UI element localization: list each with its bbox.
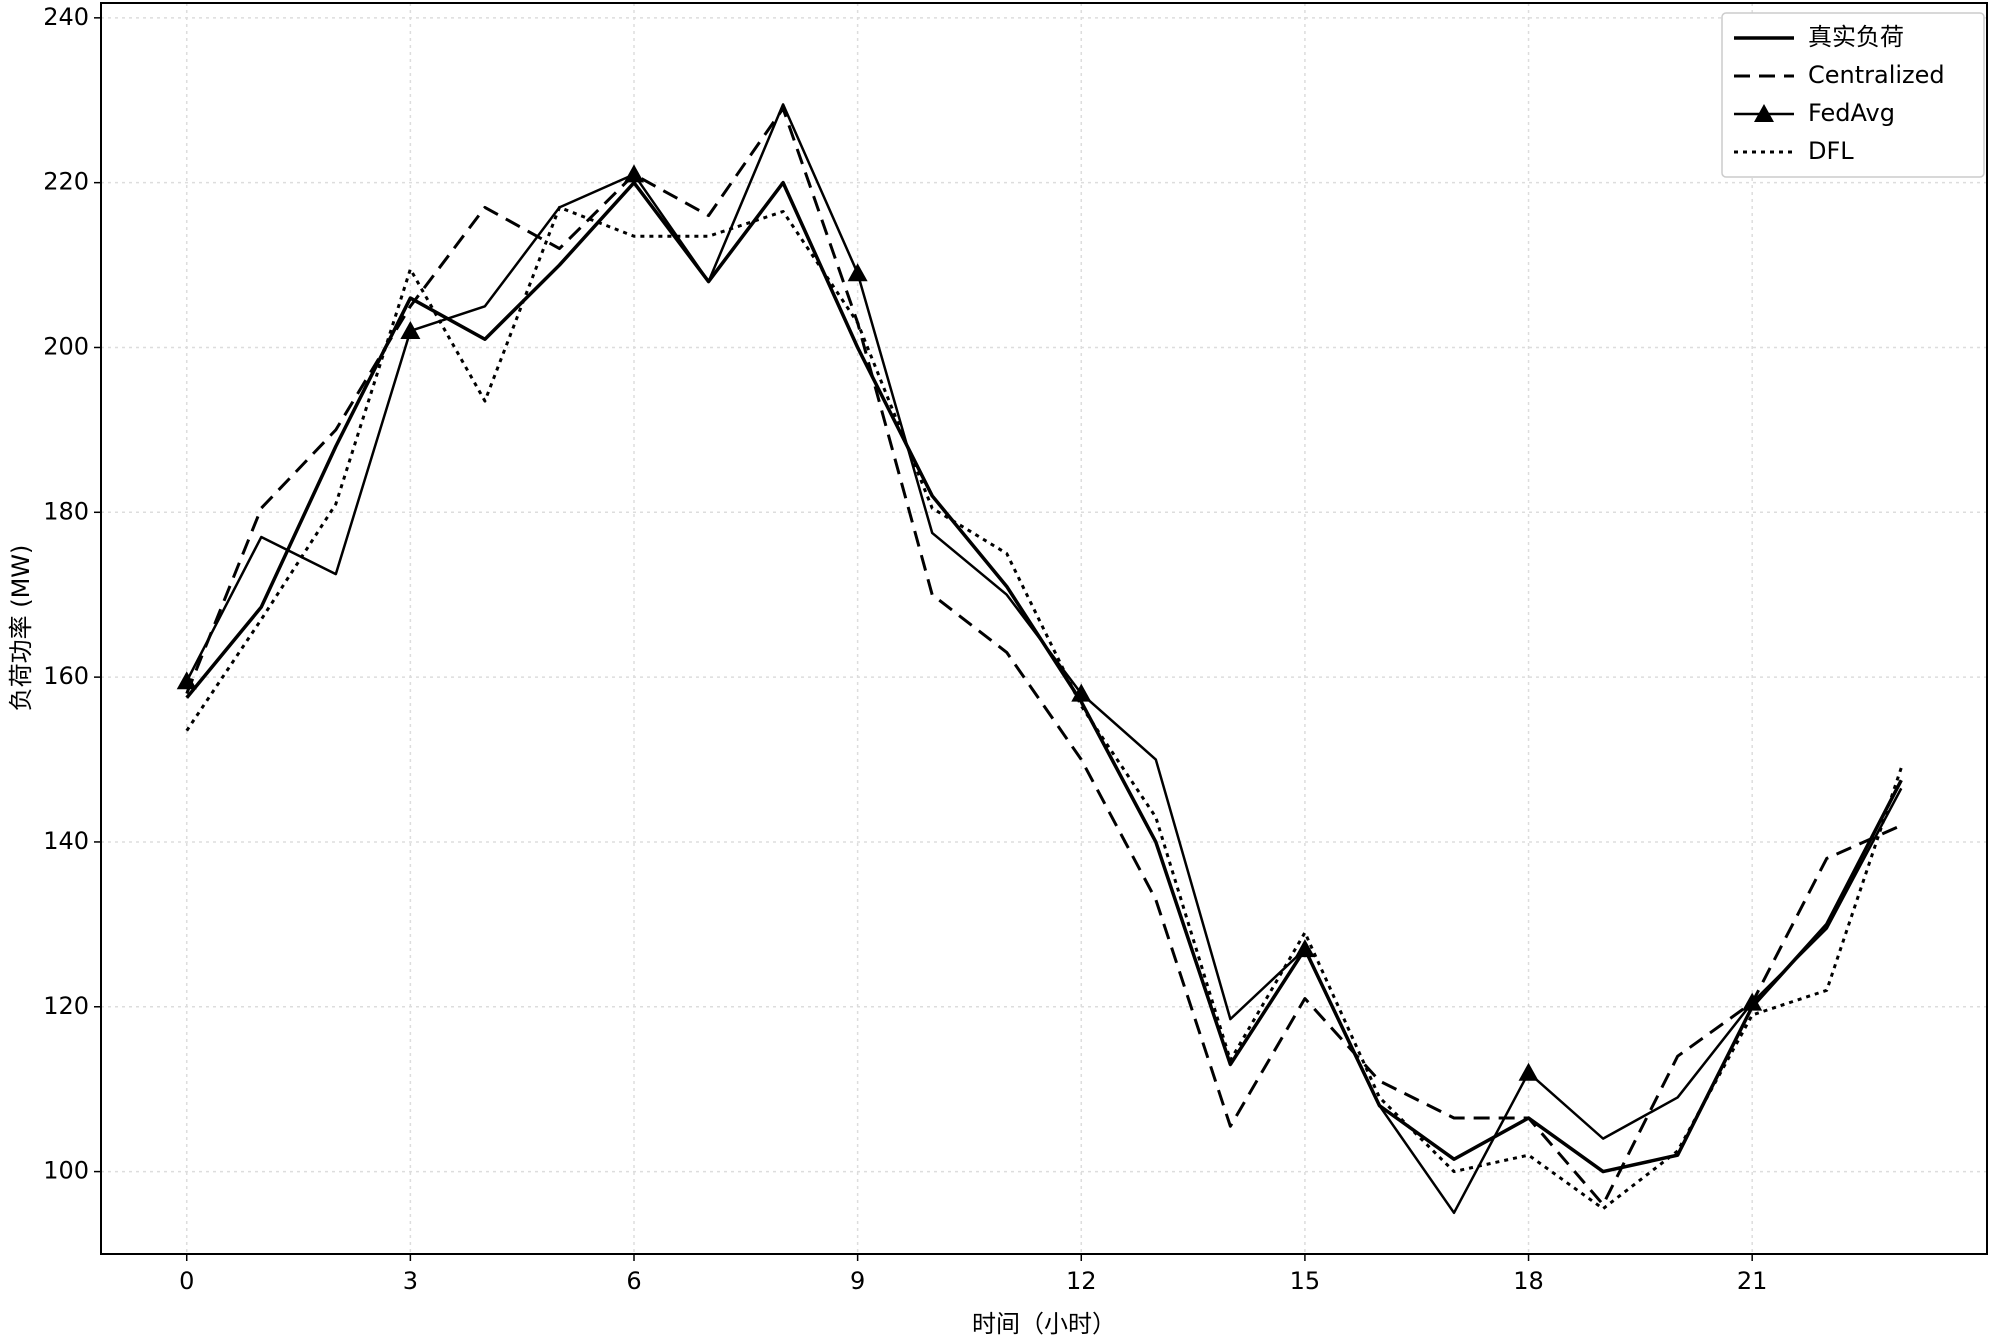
series-line	[185, 106, 1902, 1207]
y-axis-label: 负荷功率 (MW)	[7, 545, 35, 712]
x-tick-label: 9	[850, 1267, 865, 1295]
x-tick-label: 6	[626, 1267, 641, 1295]
x-axis-label: 时间（小时）	[972, 1310, 1116, 1338]
legend: 真实负荷 Centralized FedAvg DFL	[1721, 12, 1985, 178]
y-tick-label: 220	[43, 168, 89, 196]
plot-frame	[100, 2, 1988, 1255]
marker	[1742, 992, 1763, 1011]
y-tick-label: 120	[43, 992, 89, 1020]
marker	[847, 263, 868, 282]
y-tick-label: 100	[43, 1157, 89, 1185]
series-line	[185, 103, 1903, 1215]
legend-label: Centralized	[1808, 61, 1945, 89]
legend-box	[1721, 12, 1985, 178]
marker	[176, 671, 197, 690]
x-tick-label: 0	[179, 1267, 194, 1295]
x-tick-label: 18	[1513, 1267, 1544, 1295]
marker	[1071, 683, 1092, 702]
marker	[400, 320, 421, 339]
x-tick-label: 12	[1066, 1267, 1097, 1295]
y-tick-label: 160	[43, 662, 89, 690]
x-tick-label: 15	[1290, 1267, 1321, 1295]
y-tick-label: 180	[43, 497, 89, 525]
x-tick-label: 3	[403, 1267, 418, 1295]
marker	[1294, 939, 1315, 958]
x-tick-label: 21	[1737, 1267, 1768, 1295]
y-tick-label: 240	[43, 3, 89, 31]
marker	[1518, 1062, 1539, 1081]
legend-label: FedAvg	[1808, 99, 1895, 127]
legend-label: 真实负荷	[1808, 23, 1904, 51]
legend-label: DFL	[1808, 137, 1854, 165]
y-tick-label: 200	[43, 332, 89, 360]
y-tick-label: 140	[43, 827, 89, 855]
marker	[624, 164, 644, 183]
legend-marker	[1754, 104, 1774, 122]
